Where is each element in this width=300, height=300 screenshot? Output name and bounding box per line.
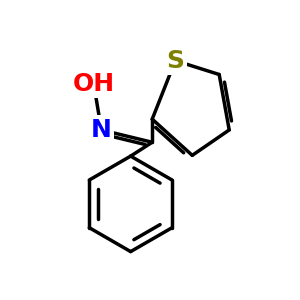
- Text: OH: OH: [73, 72, 115, 96]
- Text: N: N: [91, 118, 112, 142]
- Text: S: S: [166, 49, 184, 73]
